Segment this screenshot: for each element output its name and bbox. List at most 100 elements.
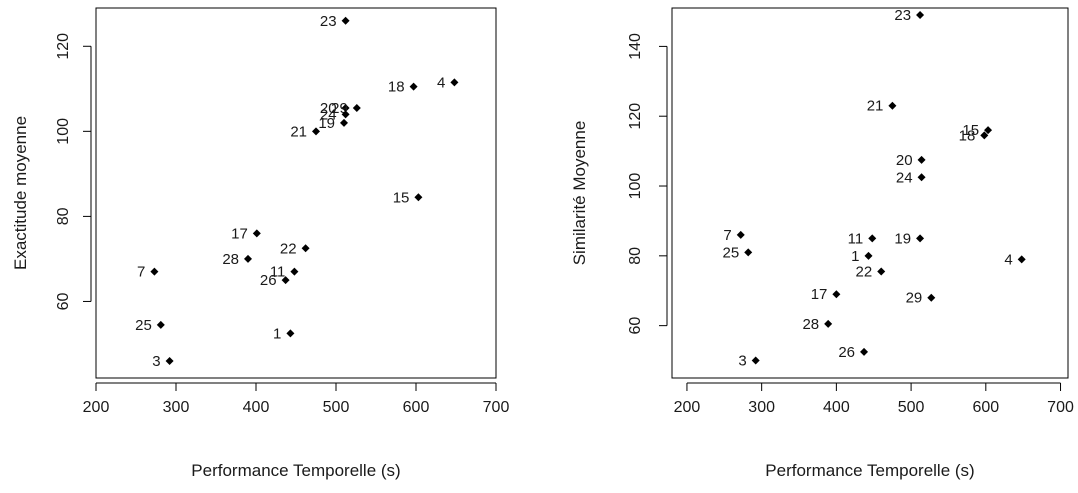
x-axis-label: Performance Temporelle (s) (765, 461, 974, 480)
point-label: 15 (393, 189, 410, 206)
point-label: 24 (320, 106, 337, 123)
y-tick-label: 100 (627, 173, 644, 200)
scatter-point (877, 267, 886, 276)
scatter-point (824, 319, 833, 328)
scatter-point (352, 103, 361, 112)
point-label: 17 (231, 225, 248, 242)
y-tick-label: 120 (55, 33, 72, 60)
scatter-point (340, 118, 348, 127)
x-tick-label: 600 (972, 399, 999, 416)
scatter-point (252, 229, 261, 238)
scatter-point (980, 131, 989, 140)
point-label: 7 (723, 227, 731, 244)
scatter-point (414, 193, 423, 202)
point-label: 22 (280, 240, 297, 257)
y-tick-label: 100 (55, 118, 72, 145)
point-label: 28 (802, 316, 819, 333)
point-label: 19 (318, 115, 335, 132)
scatter-point (165, 356, 174, 365)
point-label: 20 (896, 152, 913, 169)
point-label: 7 (137, 264, 145, 281)
scatter-point (244, 254, 252, 263)
scatter-point (984, 126, 993, 135)
x-tick-label: 200 (674, 399, 701, 416)
x-tick-label: 400 (823, 399, 850, 416)
right-panel-similarite: 200 300 400 500 600 7006080100120140Performan… (570, 7, 1074, 480)
point-label: 28 (222, 251, 239, 268)
scatter-point (832, 290, 841, 299)
point-label: 21 (867, 98, 884, 115)
x-axis-label: Performance Temporelle (s) (191, 461, 400, 480)
scatter-point (864, 251, 873, 260)
point-label: 25 (723, 244, 740, 261)
point-label: 25 (135, 317, 152, 334)
point-label: 4 (437, 74, 445, 91)
scatter-point (301, 244, 310, 253)
scatter-point (744, 248, 753, 257)
scatter-point (916, 234, 925, 243)
point-label: 26 (838, 344, 855, 361)
x-tick-label: 500 (898, 399, 925, 416)
point-label: 17 (811, 286, 828, 303)
y-axis-label: Similarité Moyenne (570, 121, 589, 266)
scatter-point (868, 234, 877, 243)
scatter-point (917, 155, 926, 164)
left-panel-exactitude: 200 300 400 500 600 7006080100120Performance … (11, 7, 510, 480)
scatter-point (450, 78, 459, 87)
point-label: 24 (896, 169, 913, 186)
plot-frame (671, 7, 1069, 379)
point-label: 18 (959, 127, 976, 144)
point-label: 1 (273, 325, 281, 342)
point-label: 15 (962, 122, 979, 139)
point-label: 20 (320, 100, 337, 117)
scatter-point (409, 82, 418, 91)
scatter-point (927, 293, 936, 302)
point-label: 22 (856, 264, 873, 281)
scatter-point (286, 329, 295, 338)
y-tick-label: 140 (627, 33, 644, 60)
point-label: 19 (894, 230, 911, 247)
y-tick-label: 60 (55, 292, 72, 310)
x-tick-label: 700 (483, 399, 510, 416)
scatter-point (860, 347, 869, 356)
point-label: 23 (320, 13, 337, 30)
y-tick-label: 80 (627, 247, 644, 265)
y-axis-label: Exactitude moyenne (11, 116, 30, 270)
point-label: 29 (906, 290, 923, 307)
y-tick-label: 60 (627, 317, 644, 335)
y-tick-label: 80 (55, 207, 72, 225)
point-label: 4 (1004, 251, 1012, 268)
scatter-point (150, 267, 159, 276)
point-label: 23 (894, 7, 911, 24)
scatter-point (888, 101, 897, 110)
x-tick-label: 400 (243, 399, 270, 416)
point-label: 3 (152, 353, 160, 370)
point-label: 11 (848, 230, 864, 247)
x-tick-label: 600 (403, 399, 430, 416)
x-tick-label: 200 (83, 399, 110, 416)
x-tick-label: 500 (323, 399, 350, 416)
scatter-point (1017, 255, 1026, 264)
scatter-point (736, 230, 745, 239)
scatter-point (341, 103, 350, 112)
scatter-point (341, 110, 350, 119)
scatter-point (751, 356, 760, 365)
point-label: 3 (738, 353, 746, 370)
point-label: 26 (260, 272, 277, 289)
scatter-point (916, 10, 925, 19)
point-label: 18 (388, 79, 405, 96)
point-label: 21 (290, 123, 307, 140)
x-tick-label: 300 (748, 399, 775, 416)
x-tick-label: 300 (163, 399, 190, 416)
scatter-point (290, 267, 299, 276)
scatter-point (281, 276, 290, 285)
x-tick-label: 700 (1047, 399, 1074, 416)
point-label: 11 (270, 264, 286, 281)
scatter-point (156, 320, 165, 329)
y-tick-label: 120 (627, 103, 644, 130)
plot-frame (95, 7, 497, 379)
scatter-point (312, 127, 320, 136)
point-label: 1 (851, 248, 859, 265)
scatter-point (341, 16, 350, 25)
